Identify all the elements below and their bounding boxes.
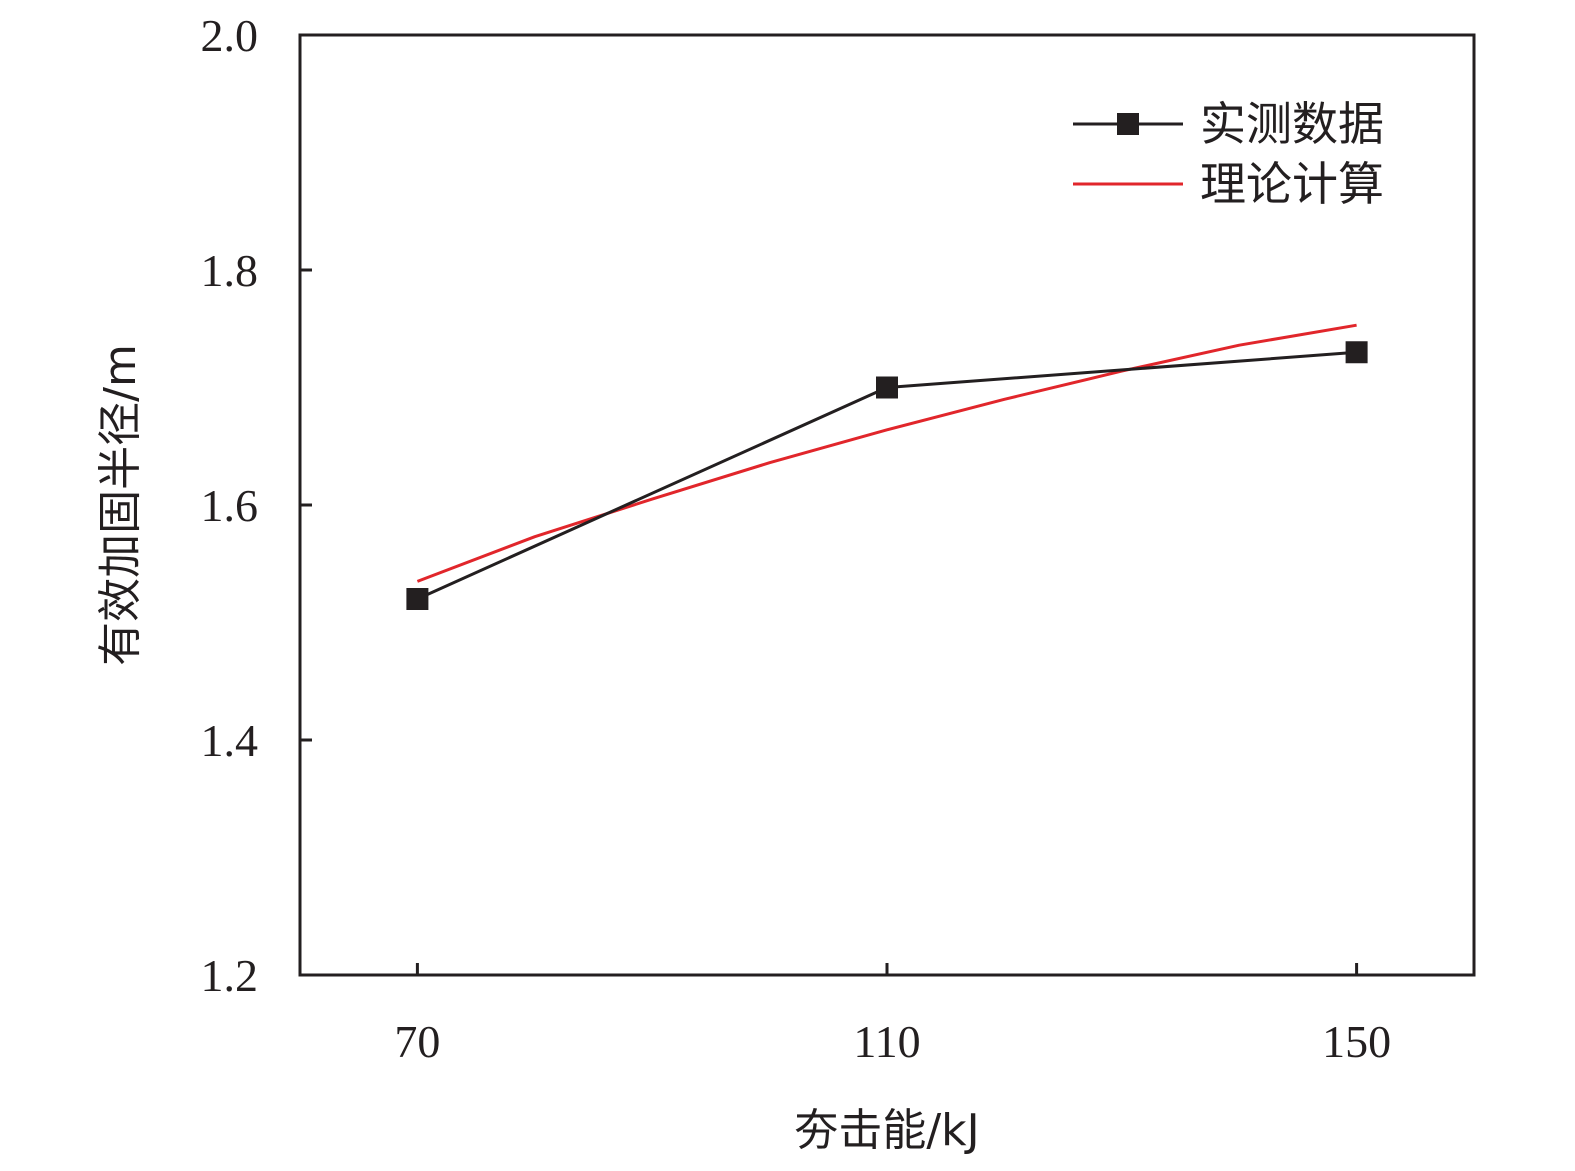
x-tick-label: 150 — [1322, 1016, 1391, 1067]
legend-label-measured: 实测数据 — [1200, 97, 1384, 151]
x-axis: 70 110 150 — [394, 963, 1391, 1067]
y-axis-title: 有效加固半径/m — [95, 344, 146, 666]
y-tick-label: 1.2 — [201, 950, 259, 1001]
y-axis: 1.2 1.4 1.6 1.8 2.0 — [201, 10, 312, 1001]
y-tick-label: 1.4 — [201, 715, 259, 766]
series-layer — [406, 323, 1368, 610]
x-axis-title: 夯击能/kJ — [794, 1105, 979, 1156]
y-tick-label: 1.6 — [201, 480, 259, 531]
measured-point-150 — [1345, 341, 1368, 364]
x-tick-label: 70 — [394, 1016, 440, 1067]
x-tick-label: 110 — [853, 1016, 920, 1067]
y-tick-label: 2.0 — [201, 10, 259, 61]
y-tick-label: 1.8 — [201, 245, 259, 296]
legend-marker-measured — [1117, 113, 1139, 135]
theory-series-line — [416, 323, 1357, 583]
measured-point-110 — [876, 376, 898, 399]
legend-label-theory: 理论计算 — [1200, 157, 1384, 211]
measured-point-70 — [406, 588, 429, 610]
